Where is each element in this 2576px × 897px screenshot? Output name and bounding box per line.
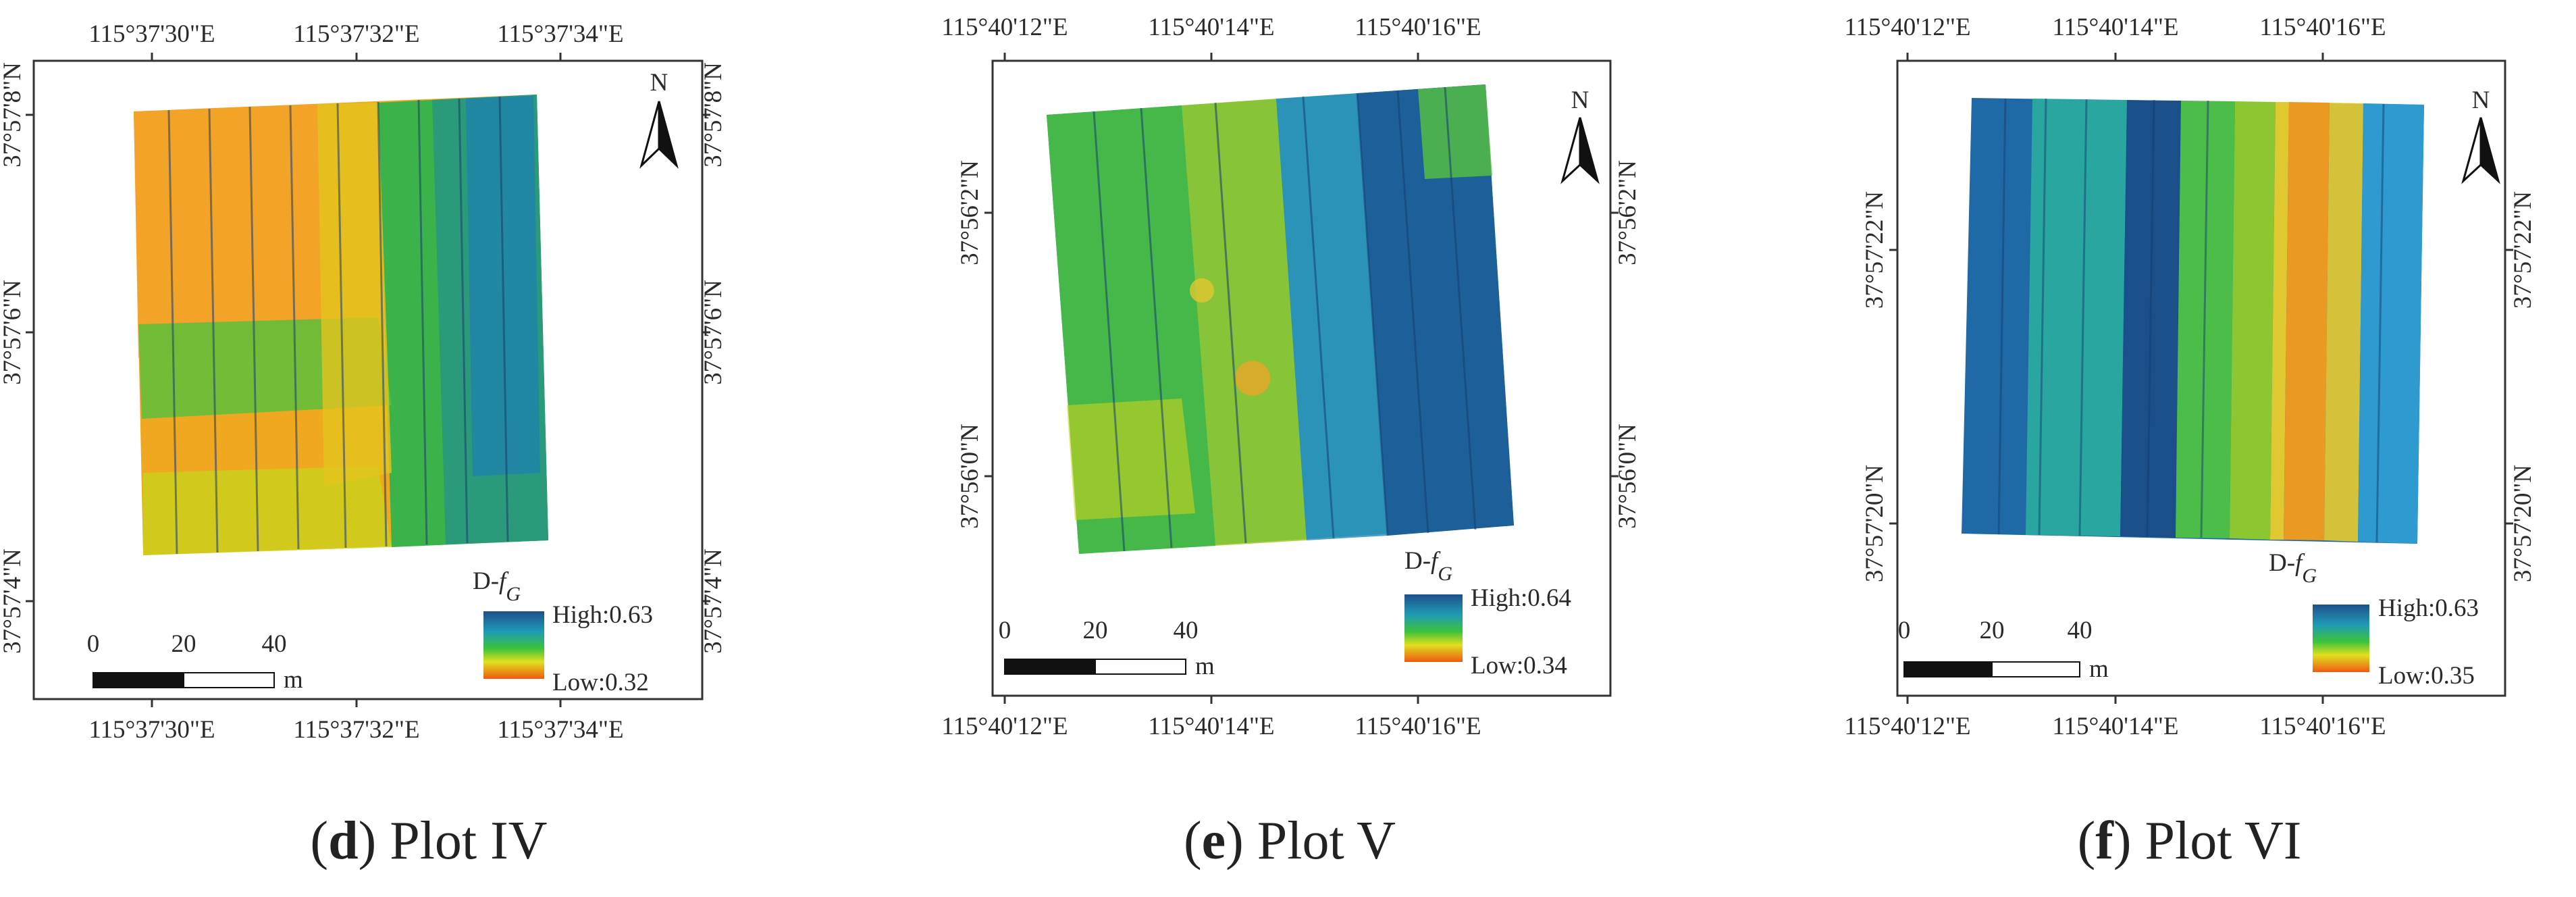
top-tick-label: 115°40'12"E bbox=[941, 14, 1068, 41]
legend-title: D-fG bbox=[1404, 547, 1452, 585]
right-tick-label: 37°57'6"N bbox=[700, 280, 727, 385]
legend-high-label: High:0.63 bbox=[552, 601, 653, 629]
north-label: N bbox=[2472, 86, 2490, 114]
map-figure-f: 115°40'12"E 115°40'14"E 115°40'16"E 115°… bbox=[1844, 14, 2537, 740]
scale-label: 40 bbox=[2068, 617, 2093, 644]
left-tick-label: 37°57'8"N bbox=[0, 62, 26, 168]
map-panel-e: 115°40'12"E 115°40'14"E 115°40'16"E 115°… bbox=[898, 0, 1681, 897]
scale-label: 20 bbox=[172, 630, 196, 658]
tick-marks bbox=[1889, 53, 2513, 704]
right-tick-label: 37°57'22"N bbox=[2509, 191, 2537, 309]
north-label: N bbox=[1571, 86, 1589, 114]
scale-label: 40 bbox=[262, 630, 287, 658]
scale-unit: m bbox=[284, 666, 303, 694]
right-tick-label: 37°57'20"N bbox=[2509, 465, 2537, 582]
legend-color-ramp bbox=[483, 611, 544, 679]
map-panel-d: 115°37'30"E 115°37'32"E 115°37'34"E 115°… bbox=[0, 0, 858, 897]
top-tick-label: 115°40'14"E bbox=[1148, 14, 1274, 41]
panel-caption: (e) Plot V bbox=[1183, 811, 1396, 871]
left-tick-label: 37°57'20"N bbox=[1861, 465, 1889, 582]
legend: D-fG High:0.64 Low:0.34 bbox=[1404, 547, 1571, 680]
bottom-tick-label: 115°37'30"E bbox=[88, 716, 215, 744]
legend-low-label: Low:0.34 bbox=[1471, 652, 1567, 680]
panel-caption: (f) Plot VI bbox=[2077, 811, 2302, 871]
top-tick-label: 115°37'34"E bbox=[497, 20, 623, 48]
top-tick-label: 115°37'30"E bbox=[88, 20, 215, 48]
legend-title: D-fG bbox=[2269, 549, 2317, 587]
bottom-tick-label: 115°40'14"E bbox=[2052, 713, 2178, 740]
map-frame bbox=[1896, 59, 2506, 697]
scale-label: 0 bbox=[1898, 617, 1911, 644]
legend: D-fG High:0.63 Low:0.35 bbox=[2269, 549, 2479, 690]
right-tick-label: 37°57'4"N bbox=[700, 548, 727, 654]
raster-image bbox=[1047, 84, 1514, 554]
panel-caption: (d) Plot IV bbox=[310, 811, 548, 871]
left-tick-label: 37°56'2"N bbox=[956, 160, 984, 265]
scale-bar: 0 20 40 m bbox=[87, 630, 303, 694]
top-tick-label: 115°40'16"E bbox=[1355, 14, 1481, 41]
legend-low-label: Low:0.35 bbox=[2378, 662, 2475, 690]
bottom-tick-label: 115°40'16"E bbox=[2259, 713, 2386, 740]
north-label: N bbox=[650, 69, 668, 97]
scale-label: 0 bbox=[999, 617, 1011, 644]
scale-unit: m bbox=[2089, 655, 2109, 683]
left-tick-label: 37°57'6"N bbox=[0, 280, 26, 385]
scale-bar: 0 20 40 m bbox=[999, 617, 1215, 680]
map-panel-f: 115°40'12"E 115°40'14"E 115°40'16"E 115°… bbox=[1803, 0, 2576, 897]
bottom-tick-label: 115°40'14"E bbox=[1148, 713, 1274, 740]
bottom-tick-label: 115°37'32"E bbox=[293, 716, 419, 744]
north-arrow-icon: N bbox=[2461, 86, 2500, 184]
legend-title: D-fG bbox=[473, 567, 521, 605]
scale-label: 0 bbox=[87, 630, 100, 658]
map-figure-e: 115°40'12"E 115°40'14"E 115°40'16"E 115°… bbox=[941, 14, 1641, 740]
right-tick-label: 37°56'2"N bbox=[1614, 160, 1641, 265]
north-arrow-icon: N bbox=[639, 69, 679, 169]
right-tick-label: 37°56'0"N bbox=[1614, 424, 1641, 529]
map-frame bbox=[991, 59, 1612, 697]
legend-color-ramp bbox=[1404, 594, 1463, 662]
bottom-tick-label: 115°37'34"E bbox=[497, 716, 623, 744]
top-tick-label: 115°40'12"E bbox=[1844, 14, 1970, 41]
legend-color-ramp bbox=[2313, 605, 2369, 672]
legend-high-label: High:0.64 bbox=[1471, 584, 1571, 612]
legend-high-label: High:0.63 bbox=[2378, 594, 2479, 622]
left-tick-label: 37°57'22"N bbox=[1861, 191, 1889, 309]
left-tick-label: 37°56'0"N bbox=[956, 424, 984, 529]
legend-low-label: Low:0.32 bbox=[552, 669, 649, 696]
top-tick-label: 115°40'14"E bbox=[2052, 14, 2178, 41]
scale-label: 20 bbox=[1083, 617, 1108, 644]
bottom-tick-label: 115°40'16"E bbox=[1355, 713, 1481, 740]
bottom-tick-label: 115°40'12"E bbox=[1844, 713, 1970, 740]
tick-marks bbox=[984, 53, 1619, 704]
scale-label: 20 bbox=[1980, 617, 2005, 644]
map-figure-d: 115°37'30"E 115°37'32"E 115°37'34"E 115°… bbox=[0, 20, 727, 744]
scale-label: 40 bbox=[1174, 617, 1199, 644]
tick-marks bbox=[26, 53, 710, 707]
north-arrow-icon: N bbox=[1560, 86, 1600, 184]
scale-bar: 0 20 40 m bbox=[1898, 617, 2109, 683]
top-tick-label: 115°40'16"E bbox=[2259, 14, 2386, 41]
map-frame bbox=[32, 59, 704, 700]
scale-unit: m bbox=[1195, 652, 1215, 680]
right-tick-label: 37°57'8"N bbox=[700, 62, 727, 168]
bottom-tick-label: 115°40'12"E bbox=[941, 713, 1068, 740]
left-tick-label: 37°57'4"N bbox=[0, 548, 26, 654]
top-tick-label: 115°37'32"E bbox=[293, 20, 419, 48]
raster-image bbox=[1962, 98, 2424, 544]
legend: D-fG High:0.63 Low:0.32 bbox=[473, 567, 653, 696]
raster-image bbox=[134, 95, 548, 555]
